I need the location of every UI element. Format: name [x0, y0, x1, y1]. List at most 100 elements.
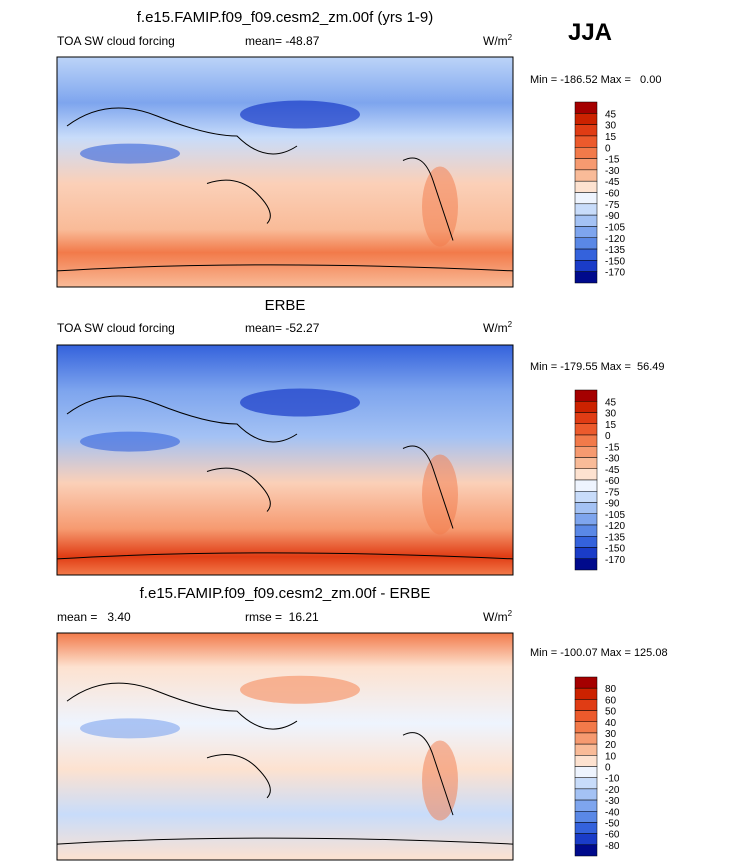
colorbar-swatch	[574, 412, 598, 424]
colorbar-label: -135	[605, 245, 625, 256]
colorbar-label: 50	[605, 707, 617, 718]
units-base: W/m	[483, 610, 508, 624]
colorbar-swatch	[574, 203, 598, 216]
colorbar-swatch	[574, 536, 598, 548]
colorbar-label: 45	[605, 109, 617, 120]
colorbar-label: -45	[605, 465, 620, 476]
map-feature	[240, 388, 360, 417]
colorbar-label: -105	[605, 222, 625, 233]
colorbar-swatch	[574, 260, 598, 272]
colorbar-swatch	[574, 192, 598, 205]
colorbar-label: -60	[605, 830, 620, 841]
colorbar-label: -80	[605, 841, 620, 852]
colorbar-swatch	[574, 248, 598, 261]
map-feature	[422, 740, 458, 821]
colorbar-label: 0	[605, 763, 611, 774]
colorbar-swatch	[574, 743, 598, 756]
panel-title: f.e15.FAMIP.f09_f09.cesm2_zm.00f (yrs 1-…	[137, 9, 434, 26]
colorbar-swatch	[574, 844, 598, 857]
colorbar-label: -75	[605, 487, 620, 498]
colorbar-swatch	[574, 401, 598, 413]
colorbar-swatch	[574, 524, 598, 537]
range-label: Min = -186.52 Max = 0.00	[530, 74, 661, 86]
colorbar-swatch	[574, 822, 598, 834]
coastline	[56, 107, 514, 272]
colorbar-swatch	[574, 180, 598, 193]
range-label: Min = -100.07 Max = 125.08	[530, 647, 668, 659]
colorbar-label: 45	[605, 397, 617, 408]
colorbar-label: -60	[605, 476, 620, 487]
colorbar-swatch	[574, 169, 598, 182]
colorbar-label: -15	[605, 155, 620, 166]
colorbar-swatch	[574, 547, 598, 559]
colorbar-label: -90	[605, 211, 620, 222]
colorbar-swatch	[574, 468, 598, 481]
panel-left-label: TOA SW cloud forcing	[57, 321, 175, 335]
colorbar-swatch	[574, 777, 598, 790]
units-base: W/m	[483, 321, 508, 335]
colorbar-label: -60	[605, 189, 620, 200]
colorbar-label: -30	[605, 166, 620, 177]
colorbar-swatch	[574, 135, 598, 148]
map-feature	[240, 100, 360, 129]
coastline	[56, 682, 514, 845]
colorbar-label: 80	[605, 684, 617, 695]
map-frame	[56, 632, 514, 861]
colorbar-swatch	[574, 101, 598, 114]
units: W/m2	[483, 33, 513, 48]
colorbar-label: -40	[605, 807, 620, 818]
units-power: 2	[508, 320, 513, 329]
colorbar-swatch	[574, 513, 598, 526]
colorbar-swatch	[574, 558, 598, 571]
units-power: 2	[508, 609, 513, 618]
colorbar-swatch	[574, 788, 598, 801]
colorbar-label: -120	[605, 234, 625, 245]
panel-stat: rmse = 16.21	[245, 610, 319, 624]
colorbar-swatch	[574, 755, 598, 767]
colorbar-label: -10	[605, 774, 620, 785]
colorbar-swatch	[574, 158, 598, 171]
colorbar-label: -45	[605, 177, 620, 188]
colorbar-label: 30	[605, 729, 617, 740]
colorbar-label: 0	[605, 431, 611, 442]
colorbar-label: -50	[605, 818, 620, 829]
colorbar-swatch	[574, 271, 598, 284]
colorbar-swatch	[574, 226, 598, 238]
panel-left-label: TOA SW cloud forcing	[57, 34, 175, 48]
colorbar-swatch	[574, 113, 598, 125]
panel-stat: mean= -48.87	[245, 34, 320, 48]
colorbar-label: 40	[605, 718, 617, 729]
colorbar-swatch	[574, 423, 598, 436]
colorbar-label: 20	[605, 740, 617, 751]
colorbar-label: 10	[605, 751, 617, 762]
map-frame	[56, 344, 514, 576]
colorbar-label: -30	[605, 796, 620, 807]
colorbar-swatch	[574, 214, 598, 227]
colorbar-label: 30	[605, 121, 617, 132]
colorbar-swatch	[574, 237, 598, 250]
colorbar-label: 60	[605, 695, 617, 706]
map-feature	[80, 718, 180, 739]
colorbar-label: -150	[605, 544, 625, 555]
map-feature	[80, 143, 180, 164]
map-feature	[422, 454, 458, 535]
colorbar-swatch	[574, 434, 598, 447]
colorbar-label: 15	[605, 132, 617, 143]
colorbar-swatch	[574, 124, 598, 137]
colorbar-swatch	[574, 799, 598, 812]
colorbar-label: -135	[605, 532, 625, 543]
panel-stat: mean= -52.27	[245, 321, 320, 335]
map-feature	[240, 675, 360, 704]
colorbar-label: -15	[605, 442, 620, 453]
colorbar-label: -30	[605, 454, 620, 465]
colorbar-swatch	[574, 479, 598, 492]
colorbar-swatch	[574, 687, 598, 700]
map-frame	[56, 56, 514, 288]
colorbar-label: 0	[605, 143, 611, 154]
panel-left-label: mean = 3.40	[57, 610, 131, 624]
colorbar-label: -90	[605, 499, 620, 510]
colorbar-label: -75	[605, 200, 620, 211]
map-feature	[422, 166, 458, 247]
colorbar-swatch	[574, 389, 598, 402]
